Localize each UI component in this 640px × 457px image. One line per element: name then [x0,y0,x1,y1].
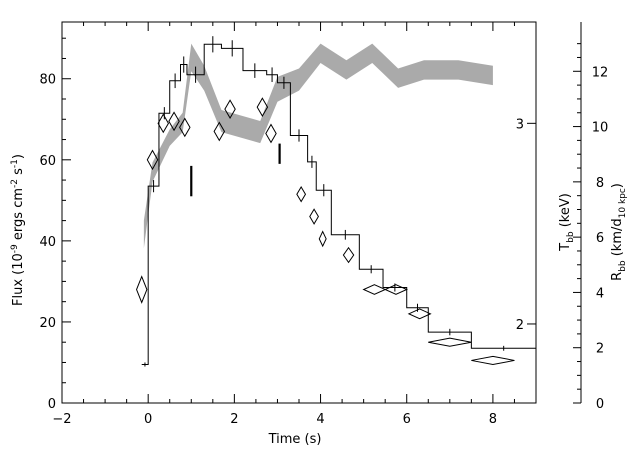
temperature-diamond [136,275,148,304]
temperature-diamond [157,113,170,134]
r-tick-label: 8 [596,176,604,191]
temperature-diamond [296,185,307,203]
t-tick-label: 2 [516,318,524,333]
radius-band-layer [143,43,493,249]
temperature-diamond [318,230,327,248]
x-tick-label: 4 [316,412,324,427]
r-tick-label: 6 [596,231,604,246]
x-tick-label: 0 [144,412,152,427]
y-left-tick-label: 60 [39,154,56,169]
y-axis-label-temperature: Tbb (keV) [558,193,576,252]
r-tick-label: 2 [596,342,604,357]
t-tick-label: 3 [516,117,524,132]
y-axis-label-flux: Flux (10-9 ergs cm-2 s-1) [10,154,26,306]
x-tick-label: 8 [489,412,497,427]
x-axis-label: Time (s) [268,432,322,447]
temperature-diamond [146,149,159,171]
y-left-tick-label: 0 [48,397,56,412]
temperature-diamond [213,121,226,142]
temperature-diamond [179,117,191,138]
radius-band [143,43,493,249]
x-tick-label: −2 [52,412,71,427]
flux-curve-layer [141,36,536,367]
r-tick-label: 10 [592,121,609,136]
temperature-diamond [265,123,277,144]
temperature-diamond [256,97,269,118]
r-tick-label: 4 [596,286,604,301]
temperature-diamond [362,284,387,295]
y-axis-label-radius: Rbb (km/d10 kpc) [610,183,628,281]
y-left-tick-label: 20 [39,316,56,331]
flux-step-curve [141,43,536,365]
temperature-marks-layer [136,97,515,366]
temperature-diamond [383,284,408,295]
x-tick-label: 6 [403,412,411,427]
r-tick-label: 12 [592,65,609,80]
y-left-tick-label: 40 [39,235,56,250]
temperature-diamond [168,111,180,132]
temperature-diamond [309,208,319,225]
y-left-tick-label: 80 [39,73,56,88]
temperature-diamond [471,355,515,366]
temperature-diamond [342,246,355,264]
temperature-diamond [428,337,472,347]
temperature-diamond [224,99,236,120]
x-tick-label: 2 [230,412,238,427]
r-tick-label: 0 [596,397,604,412]
temperature-diamond [407,308,432,320]
